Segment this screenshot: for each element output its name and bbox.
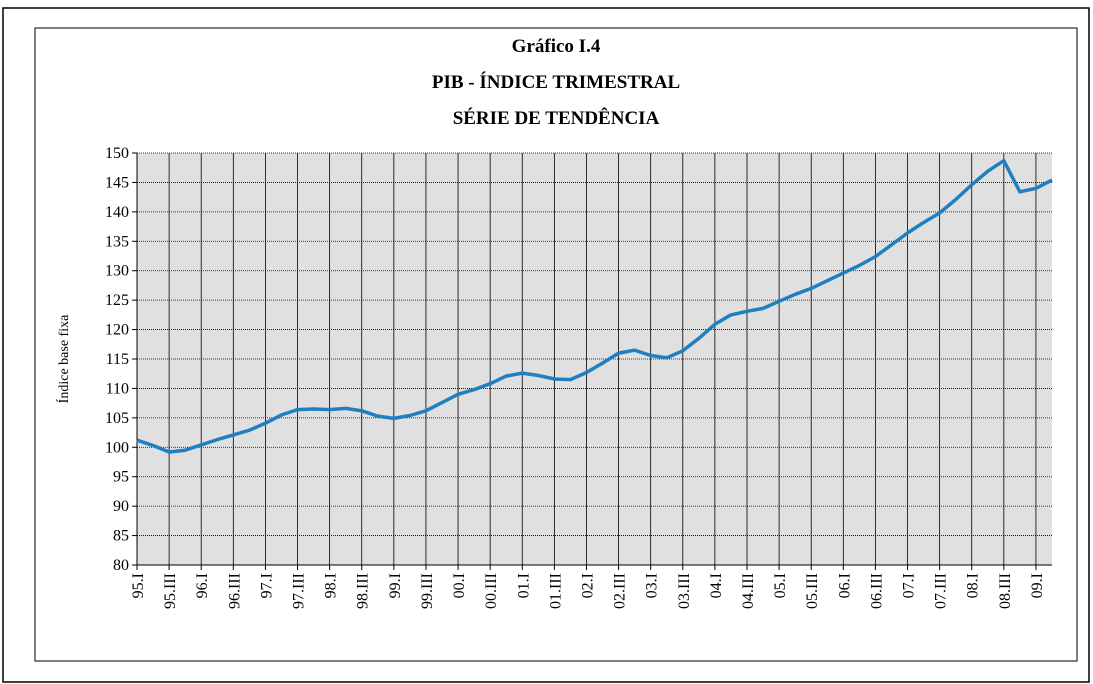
x-tick-label: 96.I	[194, 573, 211, 598]
y-tick-label: 125	[105, 292, 129, 309]
y-tick-label: 145	[105, 174, 129, 191]
x-tick-label: 01.III	[547, 573, 564, 609]
x-tick-label: 04.III	[740, 573, 757, 609]
x-tick-label: 97.III	[291, 573, 308, 609]
x-tick-label: 98.I	[323, 573, 340, 598]
y-tick-label: 100	[105, 439, 129, 456]
x-tick-label: 99.III	[419, 573, 436, 609]
y-tick-label: 135	[105, 233, 129, 250]
x-tick-label: 03.III	[676, 573, 693, 609]
y-tick-label: 80	[113, 557, 129, 574]
x-tick-label: 07.I	[901, 573, 918, 598]
chart-subtitle: SÉRIE DE TENDÊNCIA	[453, 107, 660, 129]
x-tick-label: 00.I	[451, 573, 468, 598]
y-tick-label: 110	[106, 380, 129, 397]
x-tick-label: 97.I	[258, 573, 275, 598]
plot-area	[137, 153, 1052, 565]
x-tick-label: 02.I	[579, 573, 596, 598]
y-tick-label: 140	[105, 204, 129, 221]
x-tick-label: 02.III	[612, 573, 629, 609]
y-tick-label: 115	[106, 351, 129, 368]
x-tick-label: 08.III	[997, 573, 1014, 609]
y-tick-label: 85	[113, 528, 129, 545]
chart-title: Gráfico I.4	[512, 36, 601, 57]
y-tick-label: 95	[113, 469, 129, 486]
x-tick-label: 05.I	[772, 573, 789, 598]
x-tick-label: 99.I	[387, 573, 404, 598]
x-tick-label: 09.I	[1029, 573, 1046, 598]
x-tick-label: 00.III	[483, 573, 500, 609]
x-tick-label: 06.III	[868, 573, 885, 609]
x-tick-label: 01.I	[515, 573, 532, 598]
outer-frame	[2, 7, 1090, 683]
x-tick-label: 05.III	[804, 573, 821, 609]
x-tick-label: 08.I	[965, 573, 982, 598]
x-tick-label: 07.III	[933, 573, 950, 609]
x-tick-label: 06.I	[836, 573, 853, 598]
y-tick-label: 120	[105, 322, 129, 339]
x-tick-label: 96.III	[226, 573, 243, 609]
y-tick-label: 90	[113, 498, 129, 515]
data-line	[136, 158, 1053, 454]
x-tick-label: 04.I	[708, 573, 725, 598]
y-tick-label: 150	[105, 145, 129, 162]
x-tick-label: 95.I	[130, 573, 147, 598]
x-tick-label: 98.III	[355, 573, 372, 609]
chart-frame	[34, 27, 1078, 662]
chart-subtitle: PIB - ÍNDICE TRIMESTRAL	[432, 71, 680, 93]
x-tick-label: 95.III	[162, 573, 179, 609]
x-tick-label: 03.I	[644, 573, 661, 598]
y-tick-label: 105	[105, 410, 129, 427]
y-tick-label: 130	[105, 263, 129, 280]
y-axis-label: Índice base fixa	[55, 314, 72, 403]
